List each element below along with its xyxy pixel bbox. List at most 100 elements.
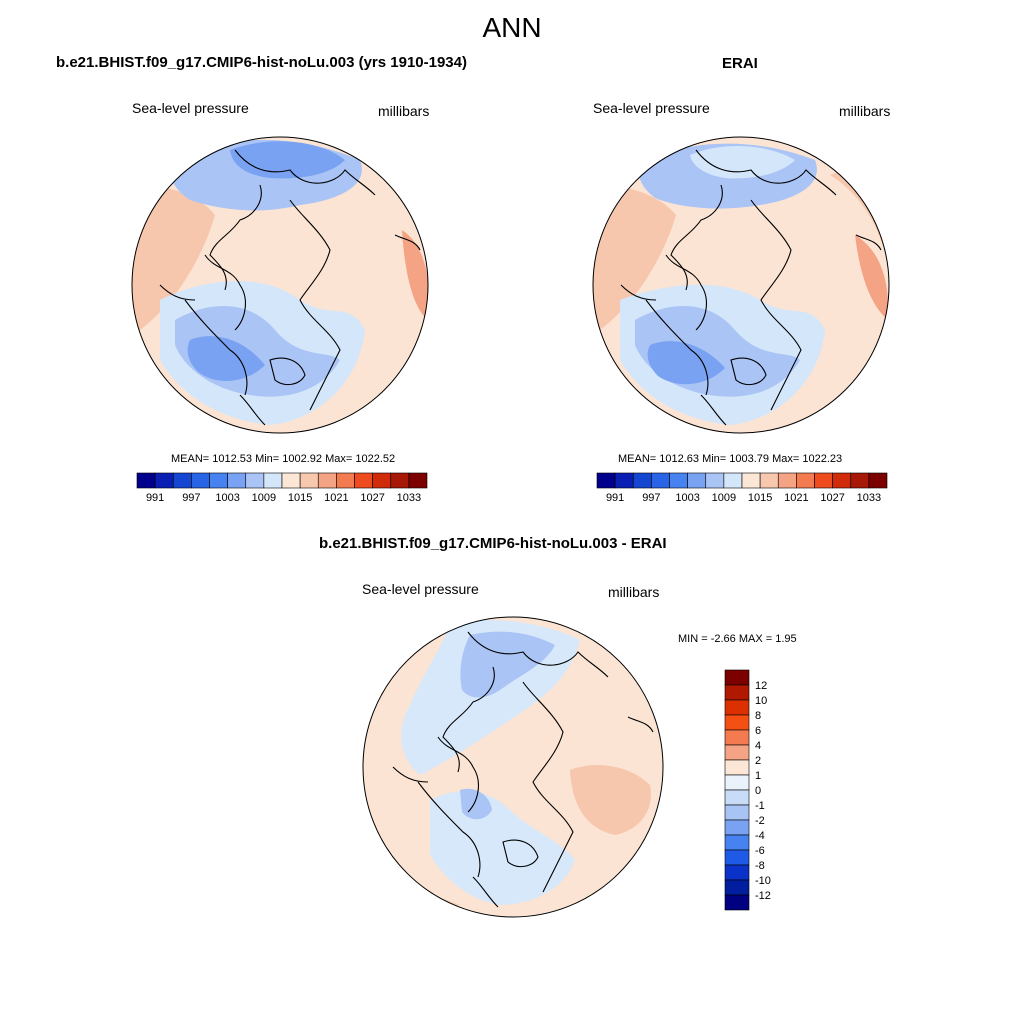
panel-2-colorbar-box — [705, 472, 725, 489]
diff-colorbar-label: 8 — [755, 710, 761, 722]
panel-2-colorbar-box — [759, 472, 779, 489]
panel-1-colorbar-box — [299, 472, 319, 489]
panel-1-coastlines — [159, 149, 421, 426]
panel-1-colorbar-label: 1009 — [252, 492, 276, 504]
panel-1-colorbar-box — [209, 472, 228, 489]
diff-colorbar-box — [724, 684, 750, 701]
panel-2-stats: MEAN= 1012.63 Min= 1003.79 Max= 1022.23 — [618, 453, 843, 465]
diff-colorbar-box — [724, 729, 750, 746]
panel-1-colorbar-box — [317, 472, 337, 489]
diff-colorbar-label: -2 — [755, 815, 765, 827]
diff-colorbar-box — [724, 804, 750, 821]
diff-colorbar-box — [724, 699, 750, 716]
map-panel-diff — [363, 617, 663, 917]
panel-1-colorbar-box — [408, 472, 428, 489]
panel-1-colorbar-box — [263, 472, 283, 489]
panel-2-colorbar: 991 997 1003 1009 1015 1021 1027 1033 — [596, 472, 888, 504]
panel-2-colorbar-box — [814, 472, 833, 489]
panel-1-stats: MEAN= 1012.53 Min= 1002.92 Max= 1022.52 — [171, 453, 396, 465]
diff-colorbar-label: 12 — [755, 680, 767, 692]
figure-title: ANN — [482, 12, 542, 43]
diff-colorbar-label: -1 — [755, 800, 765, 812]
diff-colorbar-box — [724, 819, 750, 836]
panel-1-colorbar-box — [336, 472, 355, 489]
panel-1-map-border — [131, 136, 429, 434]
diff-colorbar-box — [724, 894, 750, 911]
panel-2-colorbar-box — [651, 472, 670, 489]
panel-1-colorbar: 991 997 1003 1009 1015 1021 1027 1033 — [136, 472, 428, 504]
panel-2-colorbar-label: 1021 — [784, 492, 808, 504]
panel-2-colorbar-label: 1015 — [748, 492, 772, 504]
panel-1-colorbar-box — [227, 472, 247, 489]
diff-colorbar-box — [724, 849, 750, 866]
diff-colorbar-box — [724, 714, 750, 731]
map-panel-2 — [593, 137, 889, 433]
diff-colorbar-label: -8 — [755, 860, 765, 872]
panel-2-title: ERAI — [722, 55, 758, 72]
panel-2-colorbar-box — [723, 472, 743, 489]
panel-1-colorbar-label: 1033 — [397, 492, 421, 504]
diff-colorbar-label: 6 — [755, 725, 761, 737]
panel-1-colorbar-label: 991 — [146, 492, 164, 504]
panel-1-colorbar-box — [372, 472, 392, 489]
panel-1-colorbar-label: 997 — [182, 492, 200, 504]
diff-map-border — [362, 616, 664, 918]
diff-colorbar-label: 0 — [755, 785, 761, 797]
panel-2-colorbar-box — [741, 472, 761, 489]
diff-colorbar-label: -10 — [755, 875, 771, 887]
panel-1-colorbar-box — [281, 472, 301, 489]
diff-panel-title: b.e21.BHIST.f09_g17.CMIP6-hist-noLu.003 … — [319, 535, 667, 552]
panel-2-colorbar-box — [868, 472, 888, 489]
diff-colorbar-box — [724, 669, 750, 686]
panel-1-colorbar-label: 1003 — [215, 492, 239, 504]
diff-units-label: millibars — [608, 584, 660, 600]
panel-2-units-label: millibars — [839, 103, 891, 119]
diff-colorbar-box — [724, 789, 750, 806]
diff-colorbar-box — [724, 864, 750, 881]
panel-2-coastlines — [620, 149, 882, 426]
diff-colorbar-label: -6 — [755, 845, 765, 857]
panel-1-field-label: Sea-level pressure — [132, 100, 249, 116]
panel-2-colorbar-box — [796, 472, 815, 489]
panel-2-colorbar-label: 991 — [606, 492, 624, 504]
panel-1-colorbar-box — [354, 472, 373, 489]
panel-1-colorbar-label: 1021 — [324, 492, 348, 504]
panel-2-colorbar-label: 1027 — [820, 492, 844, 504]
panel-2-colorbar-box — [669, 472, 688, 489]
diff-stats: MIN = -2.66 MAX = 1.95 — [678, 633, 797, 645]
diff-colorbar-label: 1 — [755, 770, 761, 782]
panel-2-colorbar-label: 1009 — [712, 492, 736, 504]
diff-colorbar-label: 2 — [755, 755, 761, 767]
panel-2-colorbar-box — [596, 472, 616, 489]
panel-2-colorbar-box — [777, 472, 797, 489]
panel-2-colorbar-box — [687, 472, 707, 489]
panel-2-colorbar-label: 1003 — [675, 492, 699, 504]
panel-2-colorbar-box — [850, 472, 870, 489]
diff-colorbar-box — [724, 744, 750, 761]
panel-1-colorbar-label: 1015 — [288, 492, 312, 504]
panel-1-colorbar-box — [191, 472, 210, 489]
diff-colorbar-box — [724, 834, 750, 851]
panel-1-colorbar-box — [136, 472, 156, 489]
panel-1-colorbar-box — [245, 472, 265, 489]
diff-coastlines — [392, 631, 654, 908]
panel-2-colorbar-label: 1033 — [857, 492, 881, 504]
panel-1-title: b.e21.BHIST.f09_g17.CMIP6-hist-noLu.003 … — [56, 54, 467, 71]
panel-2-colorbar-box — [614, 472, 634, 489]
diff-colorbar-label: -12 — [755, 890, 771, 902]
panel-2-colorbar-label: 997 — [642, 492, 660, 504]
diff-colorbar-box — [724, 759, 750, 776]
panel-1-colorbar-box — [172, 472, 192, 489]
map-panel-1 — [132, 137, 428, 433]
diff-colorbar-label: -4 — [755, 830, 765, 842]
diff-colorbar-box — [724, 774, 750, 791]
diff-colorbar-box — [724, 879, 750, 896]
panel-2-field-label: Sea-level pressure — [593, 100, 710, 116]
panel-1-units-label: millibars — [378, 103, 430, 119]
panel-2-colorbar-box — [832, 472, 852, 489]
diff-colorbar-label: 10 — [755, 695, 767, 707]
panel-1-colorbar-label: 1027 — [360, 492, 384, 504]
panel-2-map-border — [592, 136, 890, 434]
